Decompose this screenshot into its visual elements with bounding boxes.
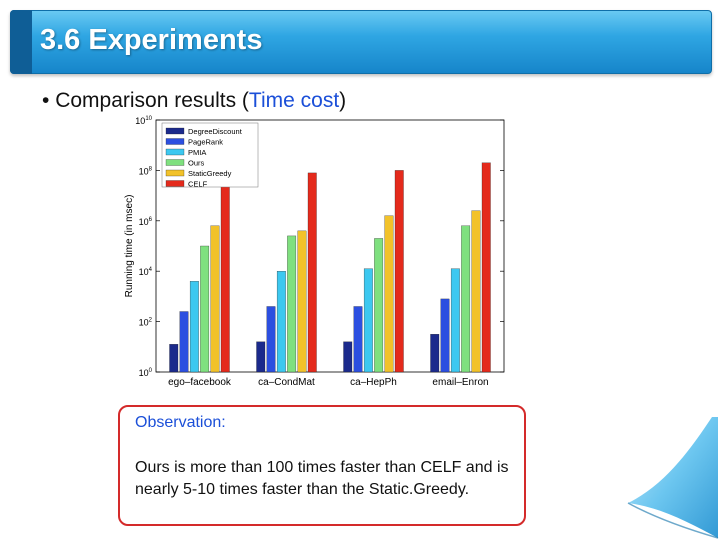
y-tick-label: 108	[139, 166, 153, 176]
bar-pmia	[450, 268, 460, 373]
bar-staticgreedy	[471, 210, 481, 373]
bar-degreediscount	[430, 334, 440, 373]
y-tick-label: 104	[139, 267, 153, 277]
y-tick-label: 106	[139, 217, 153, 227]
bar-pagerank	[266, 306, 276, 373]
y-tick-label: 100	[139, 368, 153, 378]
legend-swatch	[165, 148, 185, 156]
bullet-comparison: • Comparison results (Time cost)	[42, 89, 346, 113]
bar-celf	[307, 172, 317, 373]
y-axis-label: Running time (in msec)	[124, 195, 135, 298]
bar-ours	[374, 238, 384, 373]
legend-entry: PageRank	[188, 138, 223, 147]
bar-pagerank	[440, 298, 450, 373]
bullet-prefix: Comparison results (	[55, 89, 249, 112]
legend-entry: DegreeDiscount	[188, 127, 243, 136]
slide-title: 3.6 Experiments	[40, 24, 263, 56]
legend-swatch	[165, 159, 185, 166]
x-tick-label: email–Enron	[432, 377, 488, 388]
bar-pagerank	[353, 306, 363, 373]
legend-entry: PMIA	[188, 148, 206, 157]
bullet-suffix: )	[339, 89, 347, 112]
bar-celf	[481, 162, 491, 373]
legend-entry: CELF	[188, 180, 208, 189]
legend-swatch	[165, 127, 185, 135]
bar-ours	[461, 225, 471, 373]
bar-degreediscount	[256, 341, 266, 373]
legend-swatch	[165, 180, 185, 187]
bullet-dot: •	[42, 89, 56, 112]
bar-staticgreedy	[384, 215, 394, 373]
bar-degreediscount	[343, 341, 353, 373]
x-tick-label: ego–facebook	[168, 377, 232, 388]
observation-box	[118, 405, 526, 526]
bullet-highlight: Time cost	[248, 89, 340, 112]
title-bar	[10, 10, 712, 74]
bar-pmia	[276, 271, 286, 373]
legend-entry: Ours	[188, 159, 205, 168]
bar-ours	[200, 245, 210, 373]
bar-degreediscount	[169, 344, 179, 373]
title-accent	[10, 10, 32, 74]
running-time-chart: 100 102 104 106 108 1010 Running time (in msec…	[124, 116, 505, 388]
y-tick-label: 1010	[135, 116, 152, 126]
bar-pmia	[189, 281, 199, 373]
x-tick-label: ca–CondMat	[258, 377, 315, 388]
bar-pagerank	[179, 311, 189, 373]
bar-ours	[287, 235, 297, 373]
observation-text: Ours is more than 100 times faster than …	[135, 459, 509, 498]
y-tick-label: 102	[139, 318, 153, 328]
legend-entry: StaticGreedy	[188, 169, 232, 178]
legend-swatch	[165, 169, 185, 177]
bar-staticgreedy	[297, 230, 307, 373]
bar-celf	[220, 182, 230, 373]
page-curl-decoration	[627, 417, 719, 539]
bar-celf	[394, 170, 404, 373]
bar-pmia	[363, 268, 373, 373]
observation-title: Observation:	[135, 414, 226, 431]
legend-swatch	[165, 138, 185, 145]
bar-staticgreedy	[210, 225, 220, 373]
x-tick-label: ca–HepPh	[350, 377, 397, 388]
